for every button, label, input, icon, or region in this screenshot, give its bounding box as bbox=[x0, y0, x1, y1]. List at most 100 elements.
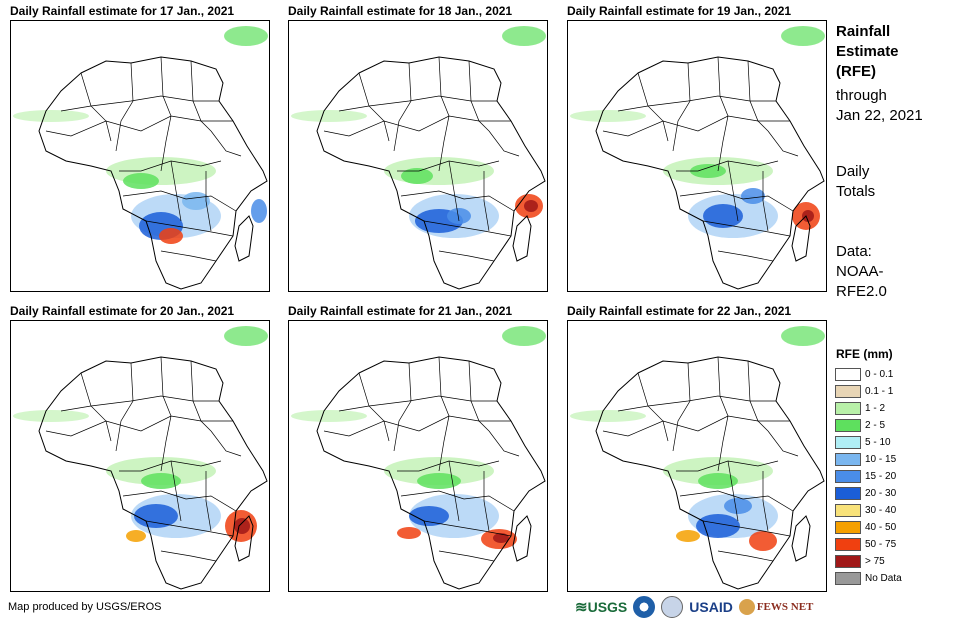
logo-strip: ≋ USGS USAID FEWS NET bbox=[575, 594, 813, 620]
rain-blob bbox=[123, 173, 159, 189]
country-border bbox=[205, 171, 212, 232]
legend-item: > 75 bbox=[835, 553, 902, 570]
through-date: through Jan 22, 2021 bbox=[836, 87, 923, 124]
legend-swatch bbox=[835, 402, 861, 415]
rain-blob bbox=[251, 199, 267, 223]
rain-blob bbox=[690, 164, 726, 178]
country-border bbox=[358, 72, 390, 142]
rain-band bbox=[224, 326, 268, 346]
country-border bbox=[45, 115, 233, 137]
country-border bbox=[210, 130, 242, 157]
africa-rainfall-map bbox=[288, 320, 548, 592]
country-border bbox=[60, 95, 219, 112]
legend-label: 2 - 5 bbox=[865, 420, 886, 431]
legend-label: 15 - 20 bbox=[865, 471, 897, 482]
legend-label: 50 - 75 bbox=[865, 539, 897, 550]
legend-label: 40 - 50 bbox=[865, 522, 897, 533]
country-border bbox=[60, 395, 219, 412]
panel-title: Daily Rainfall estimate for 20 Jan., 202… bbox=[10, 304, 235, 318]
africa-rainfall-map bbox=[288, 20, 548, 292]
country-border bbox=[602, 415, 790, 437]
rain-band bbox=[224, 26, 268, 46]
country-border bbox=[160, 250, 217, 262]
africa-coastline bbox=[38, 56, 268, 290]
legend-swatch bbox=[835, 453, 861, 466]
country-border bbox=[122, 190, 237, 212]
africa-coastline bbox=[316, 56, 546, 290]
country-border bbox=[358, 372, 390, 442]
rain-band bbox=[570, 110, 646, 122]
country-border bbox=[617, 95, 776, 112]
country-border bbox=[393, 362, 412, 452]
legend-item: 2 - 5 bbox=[835, 417, 902, 434]
country-border bbox=[717, 250, 774, 262]
noaa-logo bbox=[633, 596, 656, 618]
rain-band bbox=[13, 110, 89, 122]
legend-swatch bbox=[835, 368, 861, 381]
africa-rainfall-map bbox=[567, 320, 827, 592]
legend-swatch bbox=[835, 436, 861, 449]
country-border bbox=[448, 160, 460, 222]
country-border bbox=[747, 360, 769, 432]
legend-label: 30 - 40 bbox=[865, 505, 897, 516]
africa-rainfall-map bbox=[567, 20, 827, 292]
country-border bbox=[438, 250, 495, 262]
legend-swatch bbox=[835, 555, 861, 568]
rain-blob bbox=[749, 531, 777, 551]
rain-blob bbox=[724, 498, 752, 514]
country-border bbox=[702, 520, 791, 537]
madagascar-outline bbox=[512, 215, 532, 262]
country-border bbox=[468, 60, 490, 132]
country-border bbox=[617, 395, 776, 412]
africa-rainfall-map bbox=[10, 20, 270, 292]
country-border bbox=[170, 460, 182, 522]
country-border bbox=[727, 460, 739, 522]
rain-band bbox=[291, 410, 367, 422]
legend-item: 40 - 50 bbox=[835, 519, 902, 536]
legend-item: 0 - 0.1 bbox=[835, 366, 902, 383]
rain-blob bbox=[401, 168, 433, 184]
madagascar-outline bbox=[512, 515, 532, 562]
legend-item: 10 - 15 bbox=[835, 451, 902, 468]
africa-rainfall-map bbox=[10, 320, 270, 592]
country-border bbox=[762, 171, 769, 232]
africa-coastline bbox=[595, 56, 825, 290]
country-border bbox=[190, 60, 212, 132]
country-border bbox=[210, 430, 242, 457]
country-border bbox=[122, 490, 237, 512]
legend-label: 0.1 - 1 bbox=[865, 386, 894, 397]
legend-swatch bbox=[835, 385, 861, 398]
legend-swatch bbox=[835, 419, 861, 432]
country-border bbox=[672, 62, 691, 152]
country-border bbox=[679, 490, 794, 512]
rain-blob bbox=[802, 210, 814, 222]
country-border bbox=[323, 415, 511, 437]
madagascar-outline bbox=[791, 515, 811, 562]
country-border bbox=[393, 62, 412, 152]
legend-label: 1 - 2 bbox=[865, 403, 886, 414]
legend-item: 0.1 - 1 bbox=[835, 383, 902, 400]
rain-band bbox=[291, 110, 367, 122]
legend-label: 5 - 10 bbox=[865, 437, 891, 448]
country-border bbox=[400, 190, 515, 212]
country-border bbox=[323, 115, 511, 137]
rain-blob bbox=[417, 473, 461, 489]
legend-label: No Data bbox=[865, 573, 902, 584]
country-border bbox=[483, 471, 490, 532]
rain-blob bbox=[447, 208, 471, 224]
country-border bbox=[438, 550, 495, 562]
rain-blob bbox=[741, 188, 765, 204]
country-border bbox=[672, 362, 691, 452]
legend-item: 50 - 75 bbox=[835, 536, 902, 553]
country-border bbox=[80, 72, 112, 142]
country-border bbox=[80, 372, 112, 442]
africa-coastline bbox=[316, 356, 546, 590]
country-border bbox=[679, 190, 794, 212]
country-border bbox=[115, 62, 134, 152]
legend-label: 20 - 30 bbox=[865, 488, 897, 499]
country-border bbox=[170, 160, 182, 222]
africa-coastline bbox=[595, 356, 825, 590]
country-border bbox=[488, 130, 520, 157]
legend-item: No Data bbox=[835, 570, 902, 587]
africa-coastline bbox=[38, 356, 268, 590]
